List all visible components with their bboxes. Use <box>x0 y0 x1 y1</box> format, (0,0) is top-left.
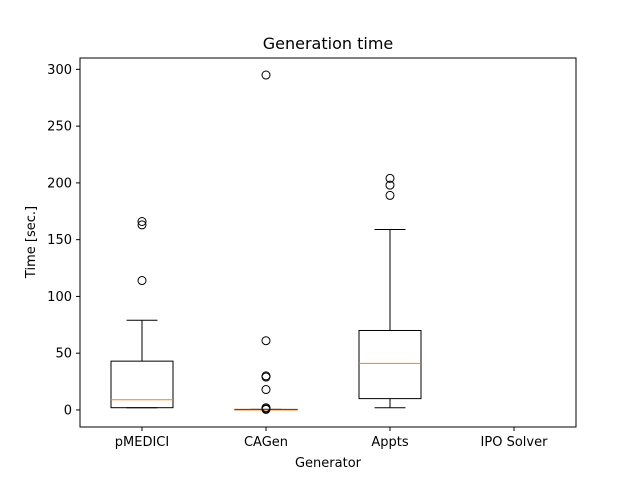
x-tick-label: pMEDICI <box>115 435 169 450</box>
x-tick-label: CAGen <box>244 435 288 450</box>
plot-area: 0 50 100 150 200 250 300 pMEDICI CAGen Appts IPO S… <box>47 57 577 450</box>
y-tick-label: 100 <box>47 290 72 305</box>
appts-box <box>358 329 422 400</box>
y-tick-label: 0 <box>64 403 72 418</box>
cagen-outlier <box>261 70 271 80</box>
y-tick-label: 50 <box>55 347 72 362</box>
chart-title: Generation time <box>263 34 394 53</box>
x-axis-label: Generator <box>295 456 362 471</box>
x-tick-label: Appts <box>371 435 408 450</box>
appts-outlier <box>385 190 395 200</box>
y-tick-label: 300 <box>47 63 72 78</box>
y-tick-label: 250 <box>47 120 72 135</box>
pmedici-outlier <box>137 216 147 226</box>
plot-frame <box>79 57 577 428</box>
pmedici-outlier <box>137 276 147 286</box>
y-tick-label: 150 <box>47 233 72 248</box>
appts-outlier <box>385 180 395 190</box>
pmedici-outlier <box>137 220 147 230</box>
y-tick-label: 200 <box>47 176 72 191</box>
cagen-outlier <box>261 385 271 395</box>
cagen-outlier <box>261 403 271 413</box>
cagen-outlier <box>261 336 271 346</box>
cagen-outlier <box>261 371 271 381</box>
y-axis-label: Time [sec.] <box>24 206 39 279</box>
pmedici-box <box>110 360 174 409</box>
appts-outlier <box>385 173 395 183</box>
x-tick-label: IPO Solver <box>481 435 549 450</box>
